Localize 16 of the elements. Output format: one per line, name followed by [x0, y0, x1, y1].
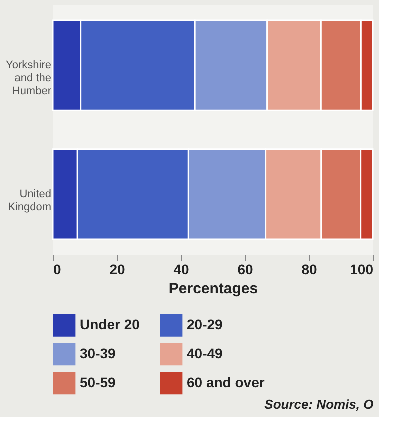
legend-label: 50-59	[80, 374, 116, 390]
x-tick-label: 80	[302, 262, 318, 278]
legend-label: 30-39	[80, 346, 116, 362]
x-tick-label: 60	[238, 262, 254, 278]
y-tick-label: Yorkshire and the Humber	[6, 60, 52, 98]
x-tick-label: 40	[174, 262, 190, 278]
x-tick-label: 0	[54, 262, 62, 278]
legend-label: 40-49	[187, 346, 224, 362]
x-tick-label: 100	[350, 262, 374, 278]
legend-label: 20-29	[187, 316, 224, 333]
legend-label: Under 20	[80, 316, 140, 333]
legend-label: 60 and over	[187, 374, 266, 390]
x-axis-title: Percentages	[168, 280, 258, 298]
x-tick-label: 20	[110, 262, 126, 278]
y-tick-label: United Kingdom	[8, 188, 52, 214]
source-note: Source: Nomis, O	[264, 397, 374, 412]
